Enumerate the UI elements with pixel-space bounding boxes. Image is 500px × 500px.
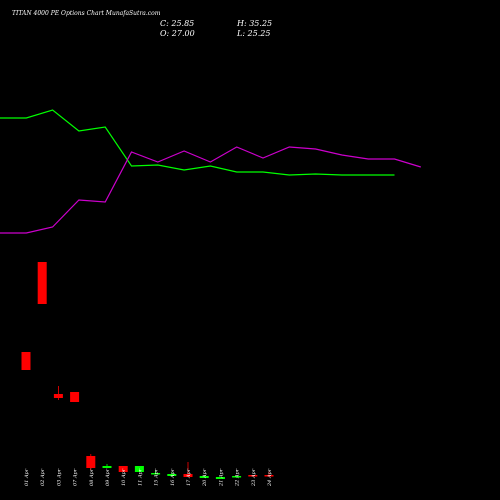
candle bbox=[53, 386, 63, 400]
candle bbox=[86, 454, 96, 470]
candle-body bbox=[134, 466, 144, 472]
candle-body bbox=[37, 262, 47, 304]
candle-body bbox=[21, 352, 31, 370]
candle-body bbox=[199, 476, 209, 478]
indicator-lines bbox=[0, 109, 421, 234]
candle-body bbox=[215, 477, 225, 479]
x-tick-label: 24 Apr bbox=[267, 468, 273, 487]
x-tick-label: 15 Apr bbox=[154, 468, 160, 486]
x-axis-labels: 01 Apr 02 Apr 03 Apr 07 Apr 08 Apr 09 Apr 10 A… bbox=[24, 468, 273, 487]
line-series-1 bbox=[0, 146, 421, 234]
candle-body bbox=[151, 473, 161, 475]
candle-body bbox=[53, 394, 63, 398]
candle-body bbox=[232, 476, 242, 478]
x-tick-label: 08 Apr bbox=[89, 468, 95, 486]
x-tick-label: 22 Apr bbox=[235, 468, 241, 487]
high-value: H: 35.25 bbox=[236, 19, 272, 28]
x-tick-label: 17 Apr bbox=[186, 468, 192, 486]
open-value: O: 27.00 bbox=[160, 29, 195, 38]
close-value: C: 25.85 bbox=[160, 19, 194, 28]
candle-body bbox=[167, 474, 177, 476]
x-tick-label: 02 Apr bbox=[40, 468, 46, 486]
candle bbox=[151, 471, 161, 475]
candle-body bbox=[70, 392, 80, 402]
x-tick-label: 23 Apr bbox=[251, 468, 257, 487]
chart-title: TITAN 4000 PE Options Chart MunafaSutra.… bbox=[12, 10, 161, 17]
low-value: L: 25.25 bbox=[236, 29, 270, 38]
candle-body bbox=[118, 466, 128, 472]
candle bbox=[264, 471, 274, 477]
line-series-0 bbox=[0, 109, 395, 176]
candle-body bbox=[248, 475, 258, 477]
candle bbox=[183, 462, 193, 477]
candle bbox=[102, 464, 112, 468]
candle bbox=[134, 466, 144, 472]
candle bbox=[232, 476, 242, 478]
candle bbox=[70, 392, 80, 402]
x-tick-label: 10 Apr bbox=[121, 468, 127, 486]
candle bbox=[248, 475, 258, 477]
candle bbox=[21, 352, 31, 370]
x-tick-label: 11 Apr bbox=[137, 468, 143, 486]
candle bbox=[37, 262, 47, 304]
candle-body bbox=[264, 475, 274, 477]
candle bbox=[199, 476, 209, 478]
x-tick-label: 16 Apr bbox=[170, 468, 176, 486]
candle bbox=[215, 477, 225, 479]
x-tick-label: 09 Apr bbox=[105, 468, 111, 486]
x-tick-label: 20 Apr bbox=[202, 468, 208, 487]
x-tick-label: 07 Apr bbox=[73, 468, 79, 486]
candle bbox=[118, 466, 128, 472]
candle-body bbox=[86, 456, 96, 468]
candle bbox=[167, 472, 177, 477]
candle-body bbox=[102, 466, 112, 468]
candle-body bbox=[183, 474, 193, 477]
candlesticks bbox=[21, 262, 274, 479]
x-tick-label: 21 Apr bbox=[218, 468, 224, 487]
x-tick-label: 01 Apr bbox=[24, 468, 30, 486]
x-tick-label: 03 Apr bbox=[56, 468, 62, 486]
